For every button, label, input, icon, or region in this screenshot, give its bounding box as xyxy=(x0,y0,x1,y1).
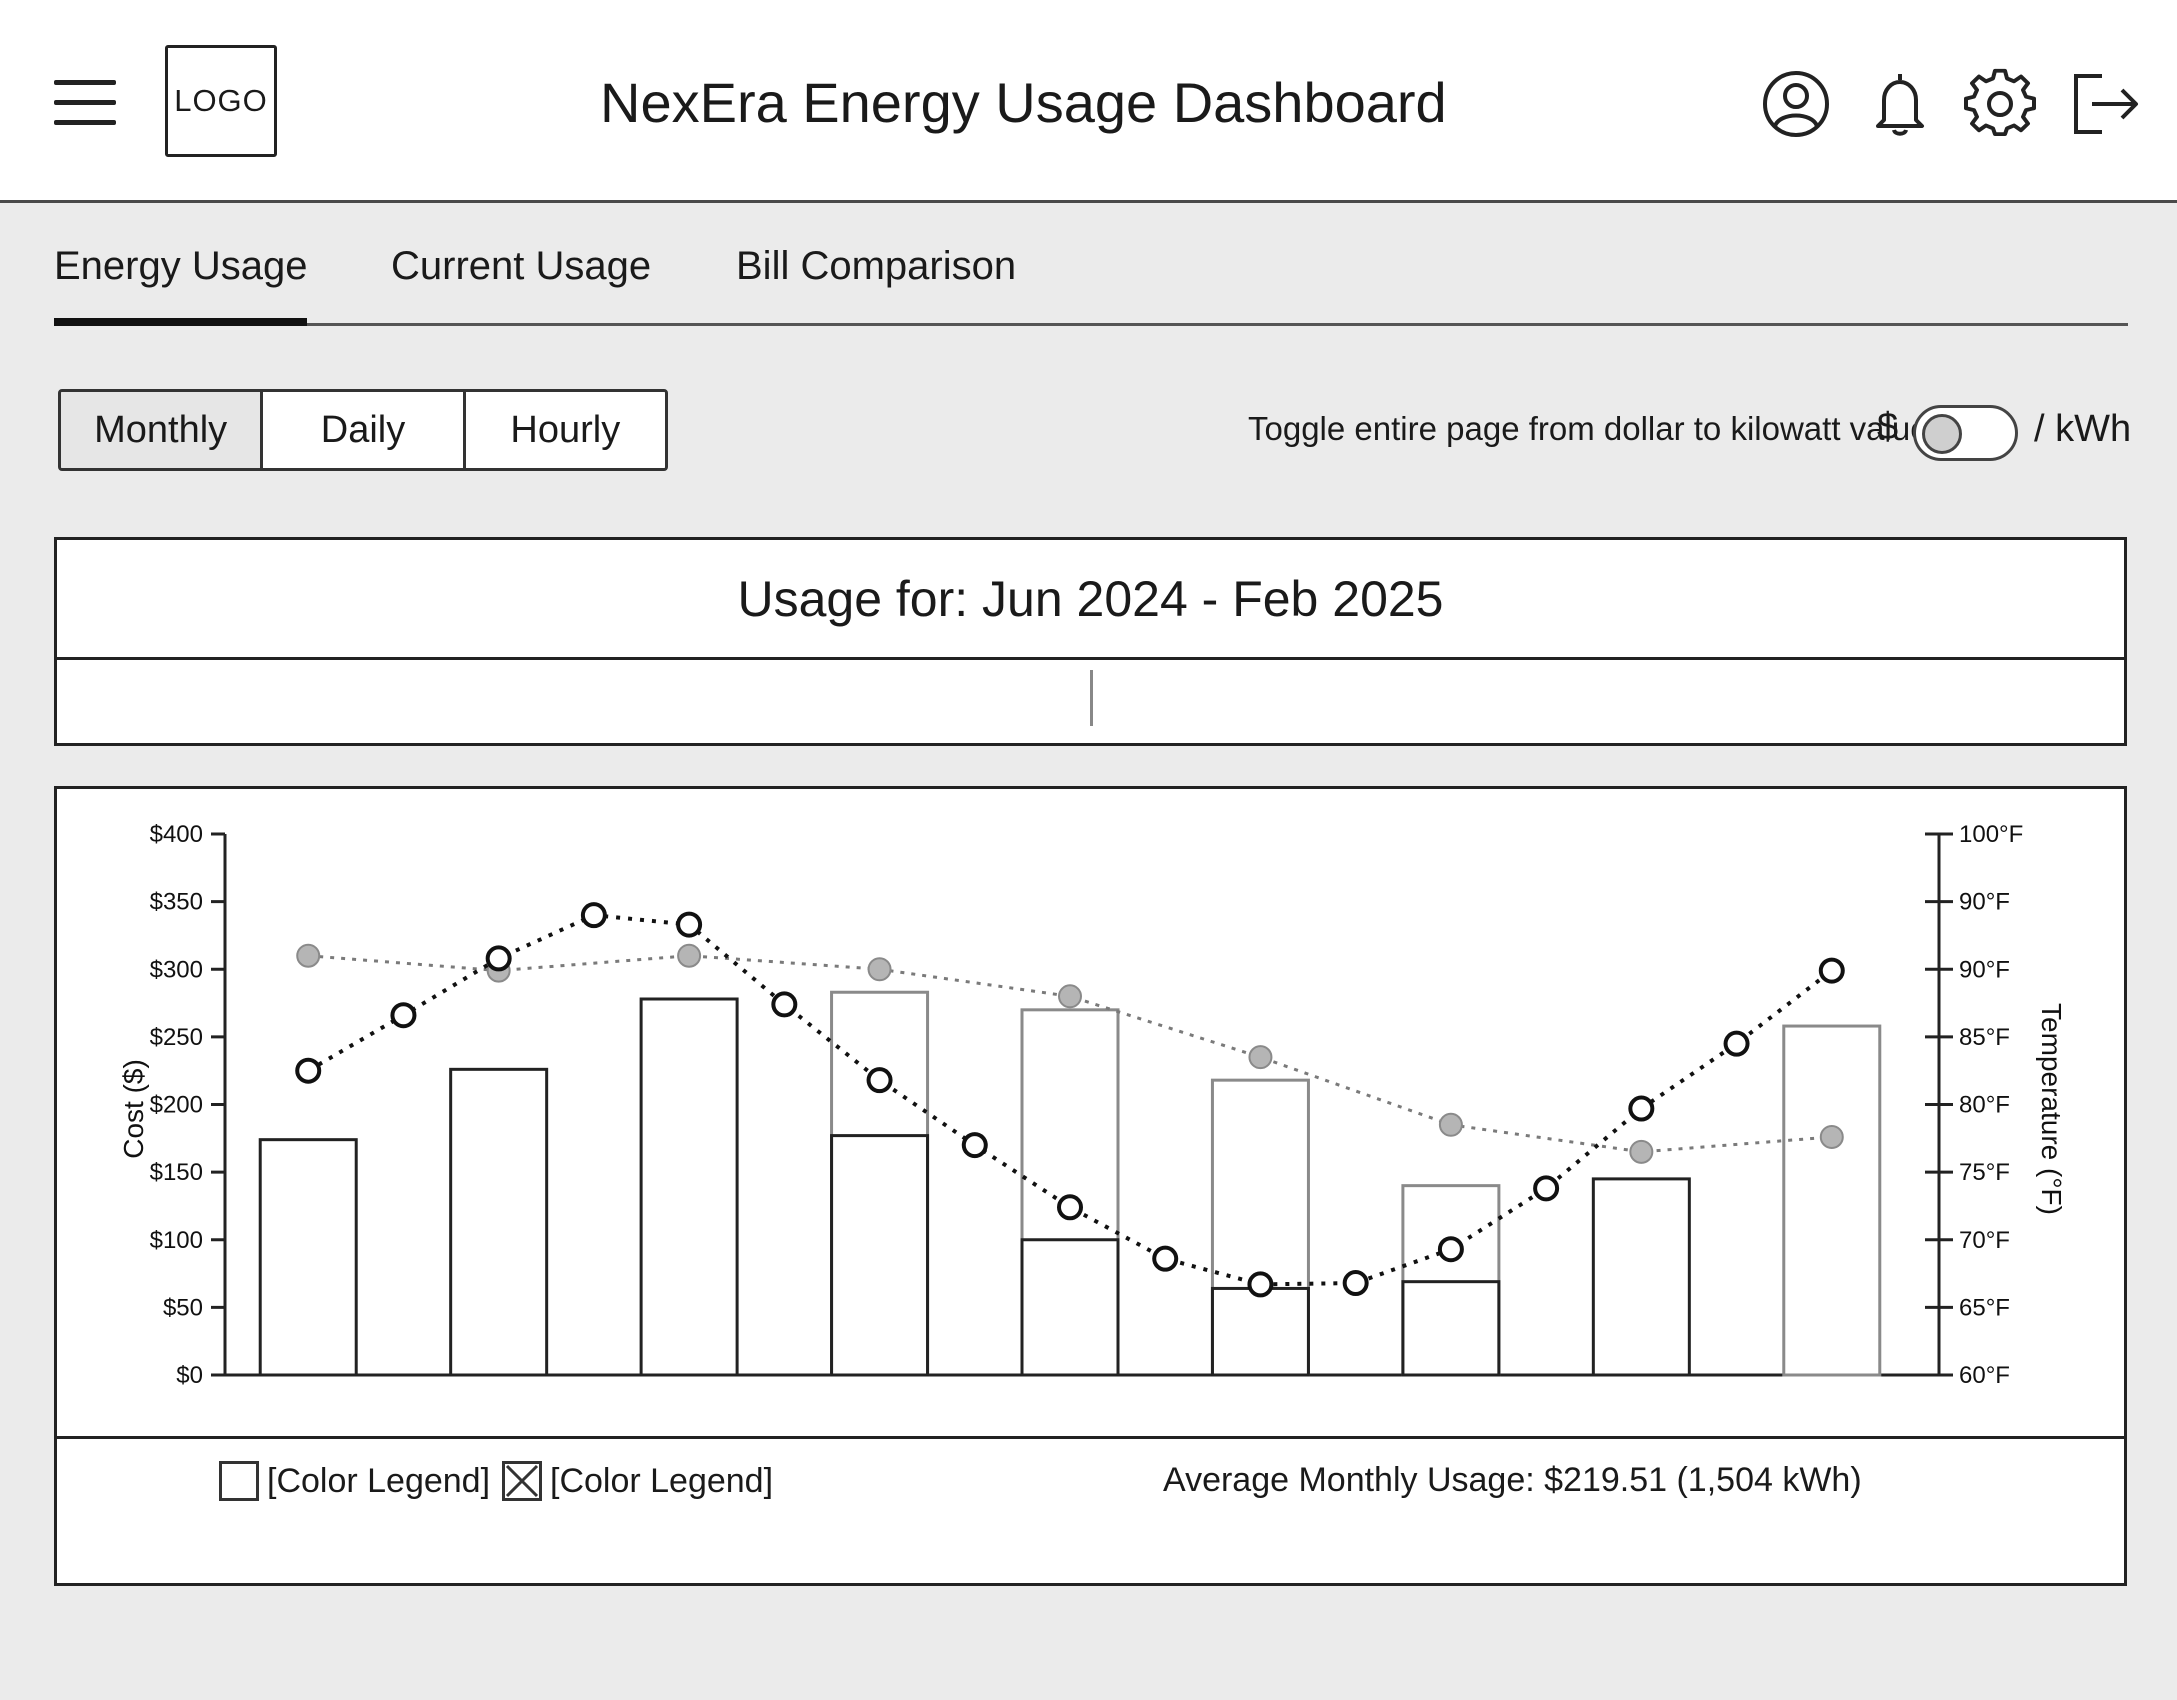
temperature-point xyxy=(1723,1030,1750,1057)
temperature-point xyxy=(295,1057,322,1084)
y-right-tick-label: 60°F xyxy=(1959,1362,2010,1389)
avg-temperature-point xyxy=(1438,1112,1463,1137)
tab-bill-comparison[interactable]: Bill Comparison xyxy=(736,244,1017,288)
legend-label-2: [Color Legend] xyxy=(550,1461,774,1500)
app-header: LOGO NexEra Energy Usage Dashboard xyxy=(0,0,2177,203)
usage-bar xyxy=(1591,1177,1691,1377)
period-monthly-button[interactable]: Monthly xyxy=(61,392,264,468)
menu-icon[interactable] xyxy=(54,80,116,126)
temperature-point xyxy=(580,902,607,929)
temperature-point xyxy=(771,991,798,1018)
y-tick-label: $400 xyxy=(150,821,203,848)
temperature-point xyxy=(1437,1236,1464,1263)
y-right-tick-label: 65°F xyxy=(1959,1294,2010,1321)
tab-current-usage[interactable]: Current Usage xyxy=(391,244,652,288)
y-right-tick-label: 80°F xyxy=(1959,1092,2010,1119)
y-tick-label: $150 xyxy=(150,1159,203,1186)
unit-toggle-dollar-label: $ xyxy=(1877,406,1899,448)
temperature-point xyxy=(485,945,512,972)
period-selector: Monthly Daily Hourly xyxy=(58,389,668,471)
temperature-line xyxy=(307,913,1833,1287)
usage-bar xyxy=(1020,1008,1120,1377)
y-right-tick-label: 90°F xyxy=(1959,889,2010,916)
page-title: NexEra Energy Usage Dashboard xyxy=(600,71,1447,134)
period-daily-button[interactable]: Daily xyxy=(263,392,466,468)
y-tick-label: $350 xyxy=(150,889,203,916)
text-caret xyxy=(1090,670,1093,726)
usage-bar xyxy=(258,1138,358,1377)
temperature-point xyxy=(1247,1271,1274,1298)
temperature-point xyxy=(1533,1175,1560,1202)
avg-temperature-point xyxy=(296,943,321,968)
usage-chart-panel: $0 $50 $100 $150 $200 $250 $300 $350 $400 60°F 65°… xyxy=(54,786,2127,1586)
temperature-point xyxy=(1057,1194,1083,1221)
temperature-point xyxy=(866,1067,893,1094)
avg-temperature-point xyxy=(1248,1045,1273,1070)
user-icon[interactable] xyxy=(1760,68,1832,140)
unit-toggle-kwh-label: / kWh xyxy=(2034,408,2132,450)
avg-temperature-point xyxy=(867,957,892,982)
usage-bar-inner xyxy=(1401,1280,1501,1377)
legend-swatch-crossed xyxy=(502,1461,542,1501)
unit-toggle-switch[interactable] xyxy=(1913,405,2018,461)
y-tick-label: $300 xyxy=(150,956,203,983)
tab-energy-usage[interactable]: Energy Usage xyxy=(54,240,308,326)
date-range-title: Usage for: Jun 2024 - Feb 2025 xyxy=(57,540,2124,660)
y-right-tick-label: 90°F xyxy=(1959,956,2010,983)
y-right-tick-label: 75°F xyxy=(1959,1159,2010,1186)
usage-bar-inner xyxy=(1020,1238,1120,1377)
y-tick-label: $100 xyxy=(150,1227,203,1254)
chart-legend: [Color Legend] [Color Legend] Average Mo… xyxy=(57,1436,2124,1583)
legend-item-1: [Color Legend] xyxy=(219,1461,490,1501)
temperature-point xyxy=(1628,1095,1655,1122)
date-range-input[interactable] xyxy=(57,660,2124,746)
temperature-point xyxy=(1342,1270,1369,1297)
y-right-tick-label: 100°F xyxy=(1959,821,2023,848)
avg-temperature-line xyxy=(308,954,1832,1154)
unit-toggle-description: Toggle entire page from dollar to kilowa… xyxy=(1248,410,1929,447)
date-range-panel: Usage for: Jun 2024 - Feb 2025 xyxy=(54,537,2127,746)
avg-temperature-point xyxy=(1819,1124,1844,1149)
usage-bar xyxy=(830,990,930,1377)
usage-bar xyxy=(449,1067,549,1377)
toggle-knob xyxy=(1922,414,1962,454)
bell-icon[interactable] xyxy=(1864,68,1936,140)
usage-bar xyxy=(1782,1024,1882,1377)
y-axis-title: Cost ($) xyxy=(118,1059,149,1159)
temperature-point xyxy=(1152,1245,1179,1272)
usage-bar-inner xyxy=(830,1134,930,1377)
avg-temperature-point xyxy=(1058,984,1082,1009)
temperature-point xyxy=(961,1132,988,1159)
y-right-tick-label: 70°F xyxy=(1959,1227,2010,1254)
temperature-point xyxy=(1818,957,1845,984)
usage-bar xyxy=(639,997,739,1377)
usage-chart: $0 $50 $100 $150 $200 $250 $300 $350 $400 60°F 65°… xyxy=(118,821,2067,1389)
average-monthly-usage: Average Monthly Usage: $219.51 (1,504 kW… xyxy=(1163,1461,1862,1499)
logout-icon[interactable] xyxy=(2068,68,2142,140)
period-hourly-button[interactable]: Hourly xyxy=(465,392,665,468)
y-tick-label: $250 xyxy=(150,1024,203,1051)
y-axis-right-title: Temperature (°F) xyxy=(2036,1003,2067,1215)
avg-temperature-point xyxy=(1629,1139,1654,1164)
y-tick-label: $0 xyxy=(176,1362,203,1389)
legend-swatch-empty xyxy=(219,1461,259,1501)
logo[interactable]: LOGO xyxy=(165,45,277,157)
avg-temperature-point xyxy=(677,943,702,968)
tab-bar: Energy Usage Current Usage Bill Comparis… xyxy=(54,240,2128,326)
legend-label-1: [Color Legend] xyxy=(267,1461,491,1500)
y-right-tick-label: 85°F xyxy=(1959,1024,2010,1051)
temperature-point xyxy=(676,911,703,938)
y-tick-label: $50 xyxy=(163,1294,203,1321)
temperature-point xyxy=(390,1002,417,1029)
usage-bar xyxy=(1210,1078,1310,1377)
y-tick-label: $200 xyxy=(150,1092,203,1119)
gear-icon[interactable] xyxy=(1964,68,2036,140)
legend-item-2: [Color Legend] xyxy=(502,1461,773,1501)
